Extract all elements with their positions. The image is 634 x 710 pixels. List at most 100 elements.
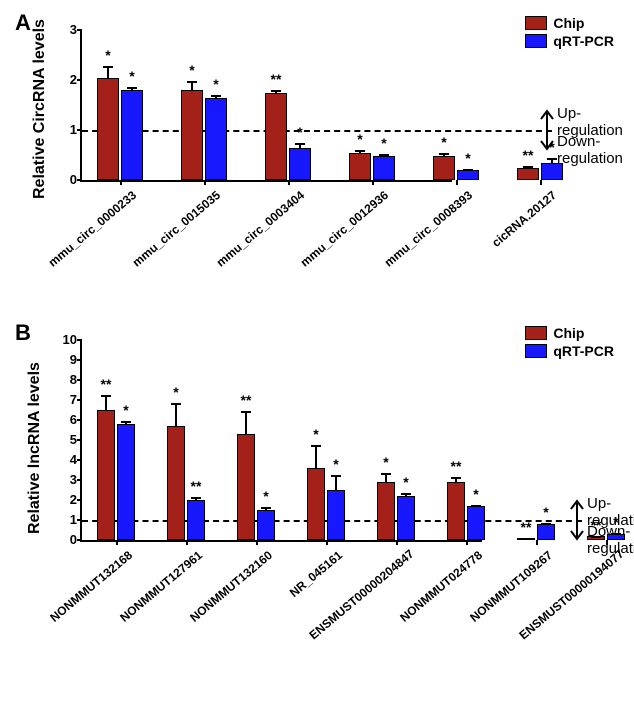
qrt-bar — [187, 500, 205, 540]
y-tick-mark — [77, 29, 82, 31]
legend-qrt-label: qRT-PCR — [553, 33, 614, 49]
legend-b: Chip qRT-PCR — [525, 325, 614, 361]
chip-bar — [237, 434, 255, 540]
chip-bar — [447, 482, 465, 540]
significance-marker: * — [313, 426, 318, 442]
y-tick-mark — [77, 359, 82, 361]
y-tick-label: 5 — [57, 432, 77, 447]
chip-bar — [97, 78, 119, 181]
reference-line — [82, 130, 552, 132]
chart-a: 0123Up-regulationDown-regulation**mmu_ci… — [80, 30, 452, 182]
error-bar — [275, 90, 277, 94]
error-bar — [443, 153, 445, 157]
error-bar — [475, 505, 477, 507]
significance-marker: * — [123, 402, 128, 418]
x-tick-mark — [396, 540, 398, 545]
y-tick-label: 7 — [57, 392, 77, 407]
chip-bar — [167, 426, 185, 540]
y-tick-label: 2 — [57, 72, 77, 87]
significance-marker: * — [173, 384, 178, 400]
error-cap — [103, 66, 113, 68]
error-bar — [107, 66, 109, 79]
error-bar — [215, 95, 217, 99]
significance-marker: * — [543, 504, 548, 520]
error-bar — [383, 154, 385, 157]
x-tick-mark — [120, 180, 122, 185]
error-bar — [455, 477, 457, 483]
error-cap — [381, 473, 391, 475]
error-bar — [191, 81, 193, 91]
error-bar — [551, 158, 553, 164]
chip-bar — [517, 168, 539, 181]
x-tick-mark — [326, 540, 328, 545]
error-cap — [171, 403, 181, 405]
significance-marker: ** — [191, 478, 202, 494]
y-tick-mark — [77, 499, 82, 501]
error-cap — [311, 445, 321, 447]
y-tick-mark — [77, 459, 82, 461]
significance-marker: * — [441, 134, 446, 150]
error-cap — [121, 421, 131, 423]
error-bar — [545, 523, 547, 525]
error-bar — [405, 493, 407, 497]
y-tick-label: 1 — [57, 122, 77, 137]
panel-a: A Chip qRT-PCR Relative CircRNA levels 0… — [10, 10, 624, 300]
y-tick-label: 8 — [57, 372, 77, 387]
x-tick-mark — [204, 180, 206, 185]
qrt-bar — [327, 490, 345, 540]
error-cap — [611, 533, 621, 535]
error-cap — [127, 87, 137, 89]
qrt-bar — [397, 496, 415, 540]
significance-marker: * — [383, 454, 388, 470]
x-tick-mark — [186, 540, 188, 545]
y-tick-label: 0 — [57, 532, 77, 547]
down-regulation-label: Down-regulation — [557, 133, 623, 167]
error-bar — [265, 507, 267, 511]
error-bar — [385, 473, 387, 483]
x-tick-mark — [456, 180, 458, 185]
y-tick-label: 3 — [57, 472, 77, 487]
figure-container: A Chip qRT-PCR Relative CircRNA levels 0… — [10, 10, 624, 680]
chip-bar — [517, 538, 535, 540]
error-cap — [401, 493, 411, 495]
error-cap — [331, 475, 341, 477]
legend-chip-box-b — [525, 326, 547, 340]
y-tick-mark — [77, 379, 82, 381]
significance-marker: * — [403, 474, 408, 490]
qrt-bar — [117, 424, 135, 540]
legend-qrt-b: qRT-PCR — [525, 343, 614, 359]
significance-marker: * — [357, 131, 362, 147]
arrow-icon — [567, 495, 587, 545]
panel-a-label: A — [15, 10, 31, 36]
legend-chip: Chip — [525, 15, 614, 31]
chip-bar — [433, 156, 455, 180]
legend-chip-label-b: Chip — [553, 325, 584, 341]
error-bar — [105, 395, 107, 411]
chip-bar — [181, 90, 203, 180]
legend-chip-box — [525, 16, 547, 30]
y-tick-mark — [77, 539, 82, 541]
panel-b: B Chip qRT-PCR Relative lncRNA levels 01… — [10, 320, 624, 680]
y-tick-label: 4 — [57, 452, 77, 467]
y-tick-label: 2 — [57, 492, 77, 507]
x-tick-mark — [372, 180, 374, 185]
error-cap — [591, 536, 601, 538]
error-cap — [191, 497, 201, 499]
y-tick-mark — [77, 179, 82, 181]
x-tick-mark — [256, 540, 258, 545]
x-tick-mark — [540, 180, 542, 185]
y-tick-label: 10 — [57, 332, 77, 347]
legend-qrt: qRT-PCR — [525, 33, 614, 49]
chip-bar — [587, 536, 605, 540]
y-tick-label: 1 — [57, 512, 77, 527]
qrt-bar — [373, 156, 395, 180]
chip-bar — [307, 468, 325, 540]
significance-marker: * — [381, 135, 386, 151]
significance-marker: ** — [523, 147, 534, 163]
error-cap — [261, 507, 271, 509]
y-tick-label: 3 — [57, 22, 77, 37]
error-cap — [463, 169, 473, 171]
qrt-bar — [457, 170, 479, 180]
qrt-bar — [607, 534, 625, 540]
significance-marker: ** — [241, 392, 252, 408]
